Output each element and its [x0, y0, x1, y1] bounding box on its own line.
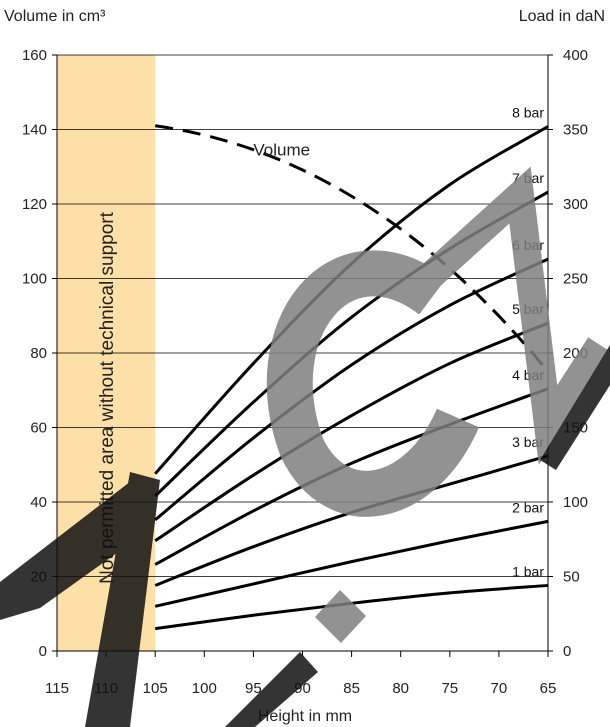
watermark-dot: [315, 590, 366, 643]
watermark-diag-right: [540, 345, 610, 470]
y-left-axis-title: Volume in cm³: [4, 8, 106, 25]
watermark-stroke: [394, 166, 610, 465]
y-left-tick-label: 120: [22, 196, 47, 213]
volume-series-label: Volume: [253, 141, 310, 160]
y-right-tick-label: 250: [563, 271, 588, 288]
y-right-axis-title: Load in daN: [519, 8, 605, 25]
x-tick-label: 75: [441, 680, 458, 697]
y-right-tick-label: 0: [563, 643, 571, 660]
x-tick-label: 70: [491, 680, 508, 697]
y-left-tick-label: 0: [39, 643, 47, 660]
volume-curve: [154, 124, 550, 373]
x-tick-label: 80: [392, 680, 409, 697]
curve-label: 1 bar: [512, 563, 544, 579]
y-right-tick-label: 400: [563, 47, 588, 64]
load-curve: [154, 257, 549, 522]
y-right-tick-label: 300: [563, 196, 588, 213]
load-curves: [154, 124, 550, 631]
watermark-diag-stem: [85, 472, 160, 727]
not-permitted-area-label: Not permitted area without technical sup…: [97, 211, 118, 583]
x-tick-label: 115: [45, 680, 69, 697]
x-tick-label: 105: [143, 680, 168, 697]
load-curve: [154, 519, 549, 608]
y-right-tick-label: 100: [563, 494, 588, 511]
curve-label: 8 bar: [512, 105, 544, 121]
watermark-diag-left: [0, 478, 135, 620]
y-left-tick-label: 140: [22, 122, 47, 139]
y-left-tick-label: 40: [30, 494, 47, 511]
y-right-tick-label: 350: [563, 122, 588, 139]
y-left-tick-label: 80: [30, 345, 47, 362]
y-left-tick-label: 60: [30, 420, 47, 437]
x-tick-label: 100: [192, 680, 217, 697]
load-curve: [154, 321, 549, 542]
watermark-diag-bottom: [225, 652, 318, 727]
watermark-arc: [266, 250, 480, 517]
x-tick-label: 85: [343, 680, 360, 697]
load-curve: [154, 387, 549, 566]
x-axis-title: Height in mm: [258, 708, 352, 725]
curve-label: 2 bar: [512, 499, 544, 515]
x-tick-label: 95: [245, 680, 262, 697]
y-left-tick-label: 100: [22, 271, 47, 288]
y-left-tick-label: 160: [22, 47, 47, 64]
watermark-logo: [0, 166, 610, 727]
x-tick-label: 65: [540, 680, 557, 697]
y-right-tick-label: 50: [563, 569, 580, 586]
